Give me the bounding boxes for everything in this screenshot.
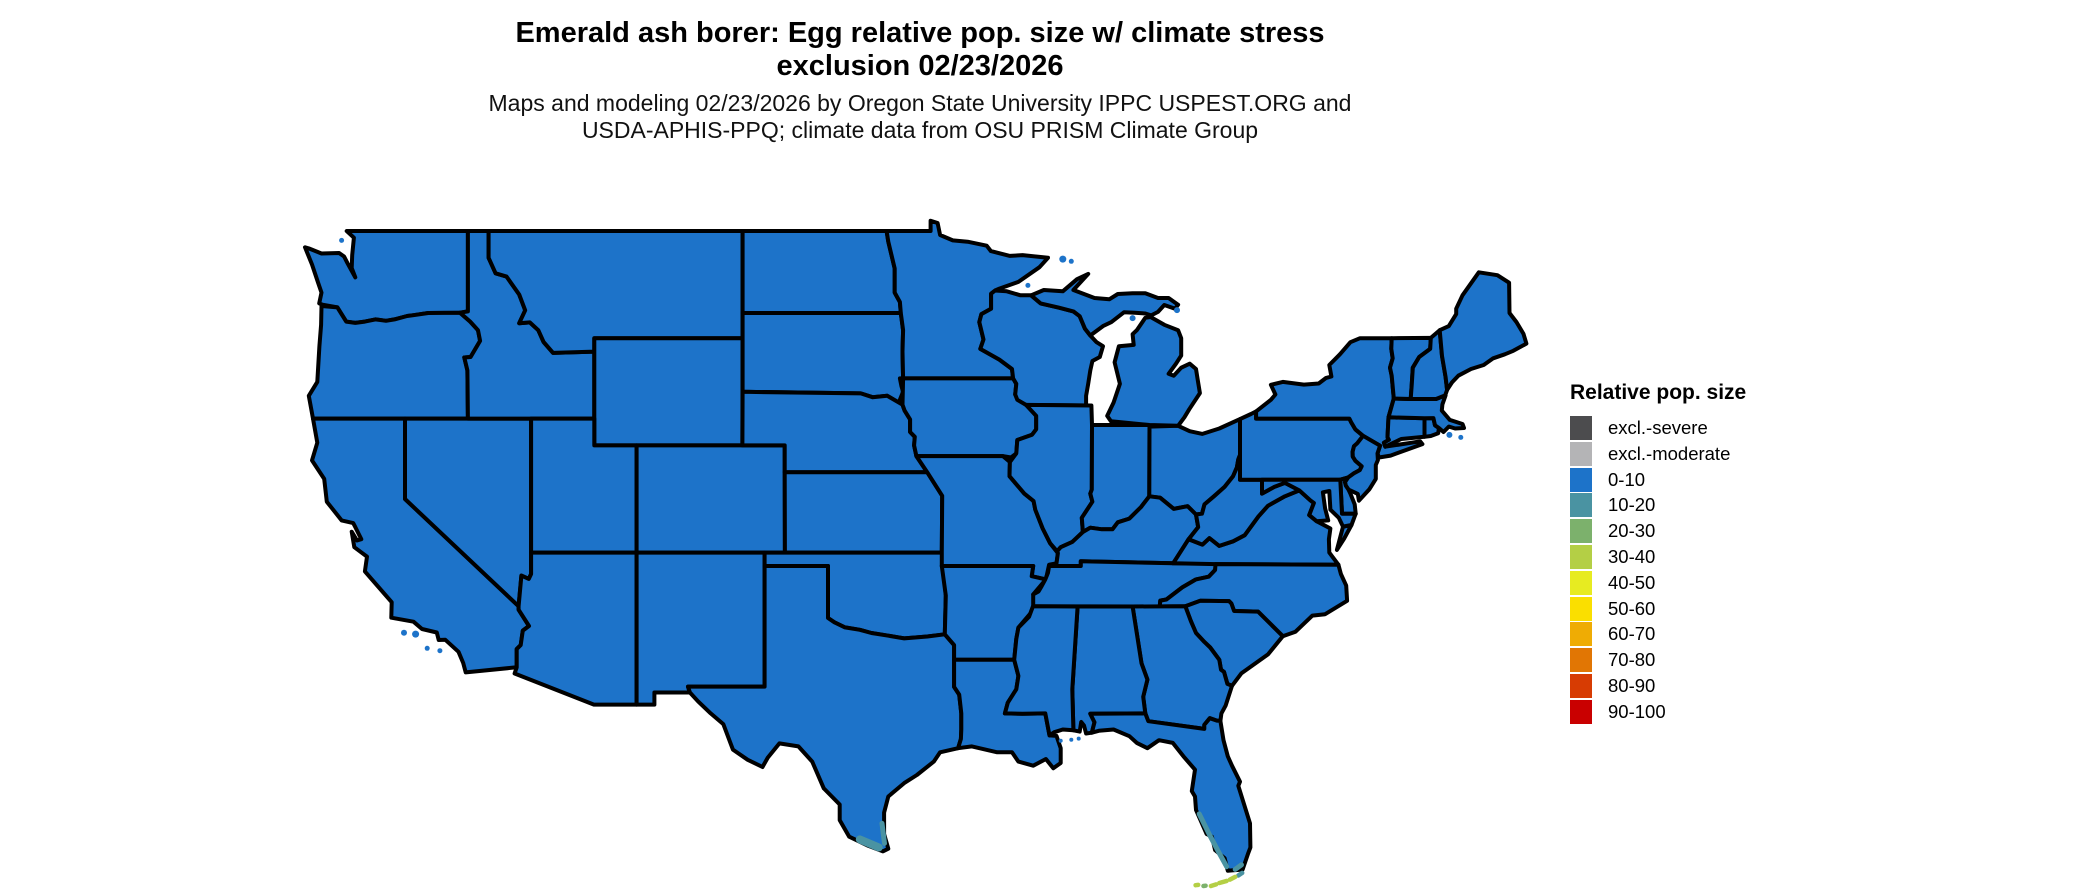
- map-class-overlay: [855, 835, 883, 852]
- legend-item: 40-50: [1570, 570, 1900, 595]
- figure-title: Emerald ash borer: Egg relative pop. siz…: [0, 17, 1840, 83]
- figure-subtitle-line1: Maps and modeling 02/23/2026 by Oregon S…: [488, 90, 1352, 116]
- state-shape-or: [306, 304, 483, 421]
- legend-swatch: [1570, 416, 1592, 440]
- state-shape-fl: [1088, 711, 1253, 873]
- island-speck: [1069, 737, 1074, 742]
- map-class-overlay: [1217, 878, 1229, 886]
- state-shape-pa: [1238, 409, 1366, 482]
- legend-swatch: [1570, 441, 1592, 466]
- legend-label: 70-80: [1608, 649, 1656, 671]
- state-shape-wy: [592, 336, 745, 448]
- state-shape-nd: [740, 229, 903, 315]
- legend-item: 80-90: [1570, 673, 1900, 698]
- map-legend: Relative pop. size excl.-severe excl.-mod…: [1570, 381, 1900, 726]
- island-speck: [339, 237, 345, 243]
- legend-item: 60-70: [1570, 622, 1900, 647]
- state-shape-tx: [686, 564, 964, 854]
- legend-swatch: [1570, 648, 1592, 673]
- legend-swatch: [1570, 519, 1592, 544]
- island-speck: [1076, 736, 1081, 741]
- legend-swatch: [1570, 596, 1592, 621]
- state-shape-nm: [634, 550, 767, 707]
- map-class-overlay: [1196, 811, 1230, 870]
- island-speck: [1129, 315, 1136, 322]
- legend-title: Relative pop. size: [1570, 381, 1747, 404]
- legend-label: 50-60: [1608, 597, 1656, 619]
- state-shape-co: [634, 443, 787, 555]
- island-speck: [1059, 255, 1067, 263]
- map-class-overlay: [1227, 874, 1238, 882]
- legend-label: 20-30: [1608, 520, 1656, 542]
- state-shape-ks: [782, 470, 945, 555]
- legend-label: 10-20: [1608, 494, 1656, 516]
- state-shape-me: [1437, 270, 1529, 392]
- island-speck: [412, 630, 420, 638]
- legend-item: 30-40: [1570, 544, 1900, 569]
- island-speck: [1458, 434, 1464, 440]
- legend-item: 70-80: [1570, 648, 1900, 673]
- figure-title-line2: exclusion 02/23/2026: [776, 50, 1064, 82]
- map-class-overlay: [879, 820, 887, 846]
- state-shape-mi_lp: [1105, 315, 1202, 428]
- legend-item: 10-20: [1570, 493, 1900, 518]
- island-speck: [1174, 307, 1180, 314]
- legend-swatch: [1570, 699, 1592, 724]
- legend-label: excl.-severe: [1608, 417, 1708, 438]
- legend-item: 90-100: [1570, 699, 1900, 724]
- map-class-overlay: [1232, 862, 1244, 872]
- island-speck: [1068, 258, 1074, 264]
- state-shape-va_shore: [1334, 523, 1354, 552]
- legend-item: 0-10: [1570, 467, 1900, 492]
- legend-label: 30-40: [1608, 545, 1656, 567]
- legend-items: excl.-severe excl.-moderate 0-10 10-20 20-30…: [1570, 416, 1900, 724]
- legend-swatch: [1570, 673, 1592, 698]
- island-speck: [401, 629, 407, 636]
- legend-item: excl.-moderate: [1570, 441, 1900, 466]
- state-shape-md: [1260, 477, 1358, 529]
- figure-subtitle-line2: USDA-APHIS-PPQ; climate data from OSU PR…: [581, 117, 1259, 143]
- legend-item: excl.-severe: [1570, 416, 1900, 440]
- legend-swatch: [1570, 622, 1592, 647]
- state-shape-ms: [1002, 604, 1080, 738]
- legend-label: 90-100: [1608, 700, 1666, 722]
- island-speck: [1025, 282, 1031, 288]
- legend-swatch: [1570, 570, 1592, 595]
- map-class-overlay: [1236, 870, 1245, 878]
- legend-label: 40-50: [1608, 571, 1656, 593]
- legend-label: 0-10: [1608, 468, 1646, 490]
- figure-title-line1: Emerald ash borer: Egg relative pop. siz…: [515, 17, 1325, 49]
- island-speck: [424, 645, 430, 651]
- island-speck: [437, 648, 443, 654]
- island-speck: [1058, 738, 1063, 743]
- state-shape-az: [512, 550, 639, 707]
- legend-label: 80-90: [1608, 674, 1656, 696]
- legend-label: 60-70: [1608, 623, 1656, 645]
- legend-label: excl.-moderate: [1608, 442, 1731, 464]
- figure-subtitle: Maps and modeling 02/23/2026 by Oregon S…: [0, 90, 1840, 144]
- legend-swatch: [1570, 493, 1592, 518]
- legend-item: 20-30: [1570, 519, 1900, 544]
- legend-item: 50-60: [1570, 596, 1900, 621]
- island-speck: [1446, 431, 1453, 438]
- legend-swatch: [1570, 467, 1592, 492]
- legend-swatch: [1570, 544, 1592, 569]
- state-shape-mi_up: [1029, 271, 1181, 338]
- map-class-overlay: [1208, 882, 1219, 889]
